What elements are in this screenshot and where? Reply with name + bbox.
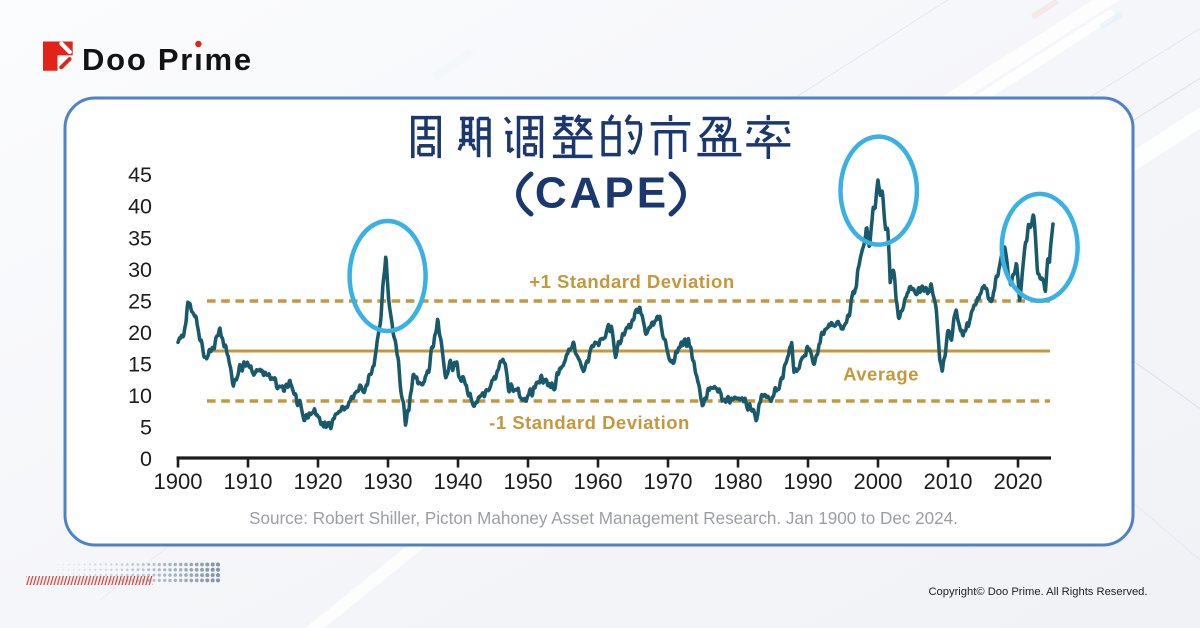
svg-text:2000: 2000: [854, 469, 903, 494]
svg-text:1970: 1970: [644, 469, 693, 494]
svg-text:Average: Average: [843, 364, 919, 385]
svg-text:-1 Standard Deviation: -1 Standard Deviation: [489, 412, 690, 433]
svg-text:1960: 1960: [574, 469, 623, 494]
svg-text:40: 40: [128, 195, 152, 219]
svg-text:10: 10: [128, 384, 152, 408]
svg-text:2010: 2010: [924, 469, 973, 494]
svg-text:Copyright© Doo Prime. All Righ: Copyright© Doo Prime. All Rights Reserve…: [928, 586, 1147, 598]
svg-text:1940: 1940: [434, 469, 483, 494]
svg-text:5: 5: [140, 416, 152, 440]
svg-text:1910: 1910: [224, 469, 273, 494]
svg-text:+1 Standard Deviation: +1 Standard Deviation: [529, 271, 734, 292]
svg-text:1950: 1950: [504, 469, 553, 494]
svg-text:1980: 1980: [714, 469, 763, 494]
svg-text:1930: 1930: [364, 469, 413, 494]
svg-text:30: 30: [128, 258, 152, 282]
svg-text:45: 45: [128, 163, 152, 187]
svg-text:Doo Prıme: Doo Prıme: [82, 42, 253, 77]
svg-text:1920: 1920: [294, 469, 343, 494]
svg-text:15: 15: [128, 353, 152, 377]
svg-text:1900: 1900: [154, 469, 203, 494]
svg-text:25: 25: [128, 289, 152, 313]
svg-text:35: 35: [128, 226, 152, 250]
svg-text:2020: 2020: [994, 469, 1043, 494]
svg-text:Source: Robert Shiller, Picton: Source: Robert Shiller, Picton Mahoney A…: [249, 509, 958, 528]
svg-text:CAPE: CAPE: [535, 169, 669, 218]
svg-text:0: 0: [140, 447, 152, 471]
svg-text:1990: 1990: [784, 469, 833, 494]
svg-text:20: 20: [128, 321, 152, 345]
